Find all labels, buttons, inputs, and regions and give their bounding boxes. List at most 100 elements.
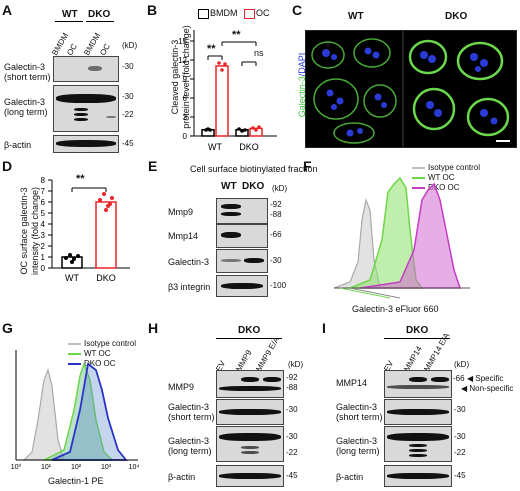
panel-a-marker-1: -30 xyxy=(122,62,134,71)
panel-h-marker-45: -45 xyxy=(286,471,298,480)
bar-wt-oc xyxy=(215,65,229,137)
panel-f-legend-wt: WT OC xyxy=(428,173,455,182)
panel-h-kd: (kD) xyxy=(288,360,304,369)
panel-a-dko-line xyxy=(86,21,114,22)
panel-a-blot-long xyxy=(53,85,119,132)
panel-h-blot-mmp9 xyxy=(216,370,284,398)
panel-i-lane-2: MMP14 xyxy=(402,344,424,373)
panel-e-row-mmp14: Mmp14 xyxy=(168,231,199,241)
svg-text:8: 8 xyxy=(41,176,46,185)
svg-text:0: 0 xyxy=(183,132,188,141)
svg-text:2: 2 xyxy=(41,242,46,251)
panel-i-row-mmp14: MMP14 xyxy=(336,378,368,388)
panel-c-wt: WT xyxy=(348,11,364,22)
panel-d-letter: D xyxy=(2,158,13,174)
panel-d-chart: 0 1 2 3 4 5 6 7 8 WT DKO xyxy=(41,176,130,283)
svg-text:1: 1 xyxy=(41,253,46,262)
svg-text:0: 0 xyxy=(41,264,46,273)
panel-g-legend-iso: Isotype control xyxy=(84,339,137,348)
panel-a-row1-a: Galectin-3 xyxy=(4,62,46,72)
panel-c-dko-image xyxy=(403,30,517,148)
panel-c-dko: DKO xyxy=(445,11,468,22)
panel-e-dko: DKO xyxy=(242,181,265,192)
panel-a-blot-short xyxy=(53,56,119,82)
svg-text:4: 4 xyxy=(41,220,46,229)
panel-c-wt-image xyxy=(305,30,403,148)
panel-i-blot-short xyxy=(384,399,452,425)
svg-text:15: 15 xyxy=(178,37,187,46)
panel-b-bars xyxy=(201,41,263,137)
panel-h-group: DKO xyxy=(238,325,261,336)
panel-h-blot-actin xyxy=(216,465,284,487)
panel-a-marker-4: -45 xyxy=(122,139,134,148)
panel-e-wt: WT xyxy=(221,181,237,192)
panel-b-letter: B xyxy=(147,2,158,18)
panel-a-row3: β-actin xyxy=(4,140,32,150)
panel-a-row2-b: (long term) xyxy=(4,107,48,117)
panel-i-row-gal-a: Galectin-3 xyxy=(336,402,378,412)
svg-text:5: 5 xyxy=(41,209,46,218)
panel-i-arrow-nonspecific: ◀ Non-specific xyxy=(461,384,514,393)
panel-h-row-gal-d: (long term) xyxy=(168,446,212,456)
panel-f-legend-iso: Isotype control xyxy=(428,163,481,172)
panel-h-blot-short xyxy=(216,399,284,425)
panel-f-legend-iso-swatch xyxy=(412,167,425,169)
panel-a-kd: (kD) xyxy=(122,41,138,50)
svg-text:DKO: DKO xyxy=(96,273,116,283)
panel-g-legend-iso-swatch xyxy=(68,343,81,345)
panel-h-group-line xyxy=(216,338,282,339)
panel-i-marker-22: -22 xyxy=(454,448,466,457)
svg-text:10⁰: 10⁰ xyxy=(11,463,22,470)
panel-a-row2-a: Galectin-3 xyxy=(4,97,46,107)
panel-a-marker-3: -22 xyxy=(122,110,134,119)
panel-i-row-gal-c: Galectin-3 xyxy=(336,436,378,446)
panel-h-marker-92: -92 xyxy=(286,373,298,382)
svg-text:10³: 10³ xyxy=(101,464,112,470)
panel-g-legend-dko-swatch xyxy=(68,363,81,365)
panel-b-xcat-wt: WT xyxy=(208,142,222,152)
panel-c-letter: C xyxy=(292,2,303,18)
panel-i-row-actin: β-actin xyxy=(336,472,364,482)
panel-f-legend-dko: DKO OC xyxy=(428,183,460,192)
panel-e-blot-mmp9 xyxy=(216,198,268,224)
panel-i-kd: (kD) xyxy=(454,360,470,369)
panel-b-sig-1: ** xyxy=(207,43,216,55)
panel-a-lane-4: OC xyxy=(98,42,112,57)
panel-b-legend-oc-swatch xyxy=(244,9,255,19)
svg-text:WT: WT xyxy=(65,273,79,283)
panel-i-nonspecific-label: Non-specific xyxy=(469,384,514,393)
panel-i-marker-45: -45 xyxy=(454,471,466,480)
bar-dko xyxy=(95,201,117,269)
panel-g-legend-dko: DKO OC xyxy=(84,359,116,368)
bar-wt xyxy=(61,256,83,269)
panel-b-legend-bmdm: BMDM xyxy=(210,8,238,18)
panel-e-row-galectin: Galectin-3 xyxy=(168,257,210,267)
panel-h-marker-22: -22 xyxy=(286,448,298,457)
panel-a-marker-2: -30 xyxy=(122,92,134,101)
panel-h-marker-30a: -30 xyxy=(286,405,298,414)
panel-e-kd: (kD) xyxy=(272,184,288,193)
svg-text:3: 3 xyxy=(183,113,188,122)
panel-d-ylabel-1: OC surface galectin-3 xyxy=(19,187,29,275)
panel-f-legend-dko-swatch xyxy=(412,187,425,189)
panel-b-legend-oc: OC xyxy=(256,8,270,18)
panel-a-wt-label: WT xyxy=(62,9,78,20)
panel-e-letter: E xyxy=(148,158,158,174)
panel-e-marker-88: -88 xyxy=(270,210,282,219)
svg-text:10⁴: 10⁴ xyxy=(129,464,140,470)
svg-text:6: 6 xyxy=(41,198,46,207)
panel-e-blot-mmp14 xyxy=(216,224,268,248)
panel-a-blot-actin xyxy=(53,135,119,153)
panel-h-row-gal-b: (short term) xyxy=(168,412,215,422)
panel-b-xcat-dko: DKO xyxy=(239,142,259,152)
panel-a-row1-b: (short term) xyxy=(4,72,51,82)
panel-i-arrow-specific: ◀ Specific xyxy=(467,374,504,383)
panel-i-blot-actin xyxy=(384,465,452,487)
panel-i-marker-66: -66 xyxy=(453,374,465,383)
panel-b-ns: ns xyxy=(254,48,264,58)
panel-e-row-integrin: β3 integrin xyxy=(168,282,211,292)
panel-i-letter: I xyxy=(322,320,326,336)
panel-i-marker-30b: -30 xyxy=(454,432,466,441)
panel-b-sig-2: ** xyxy=(232,29,241,41)
panel-e-marker-66: -66 xyxy=(270,230,282,239)
